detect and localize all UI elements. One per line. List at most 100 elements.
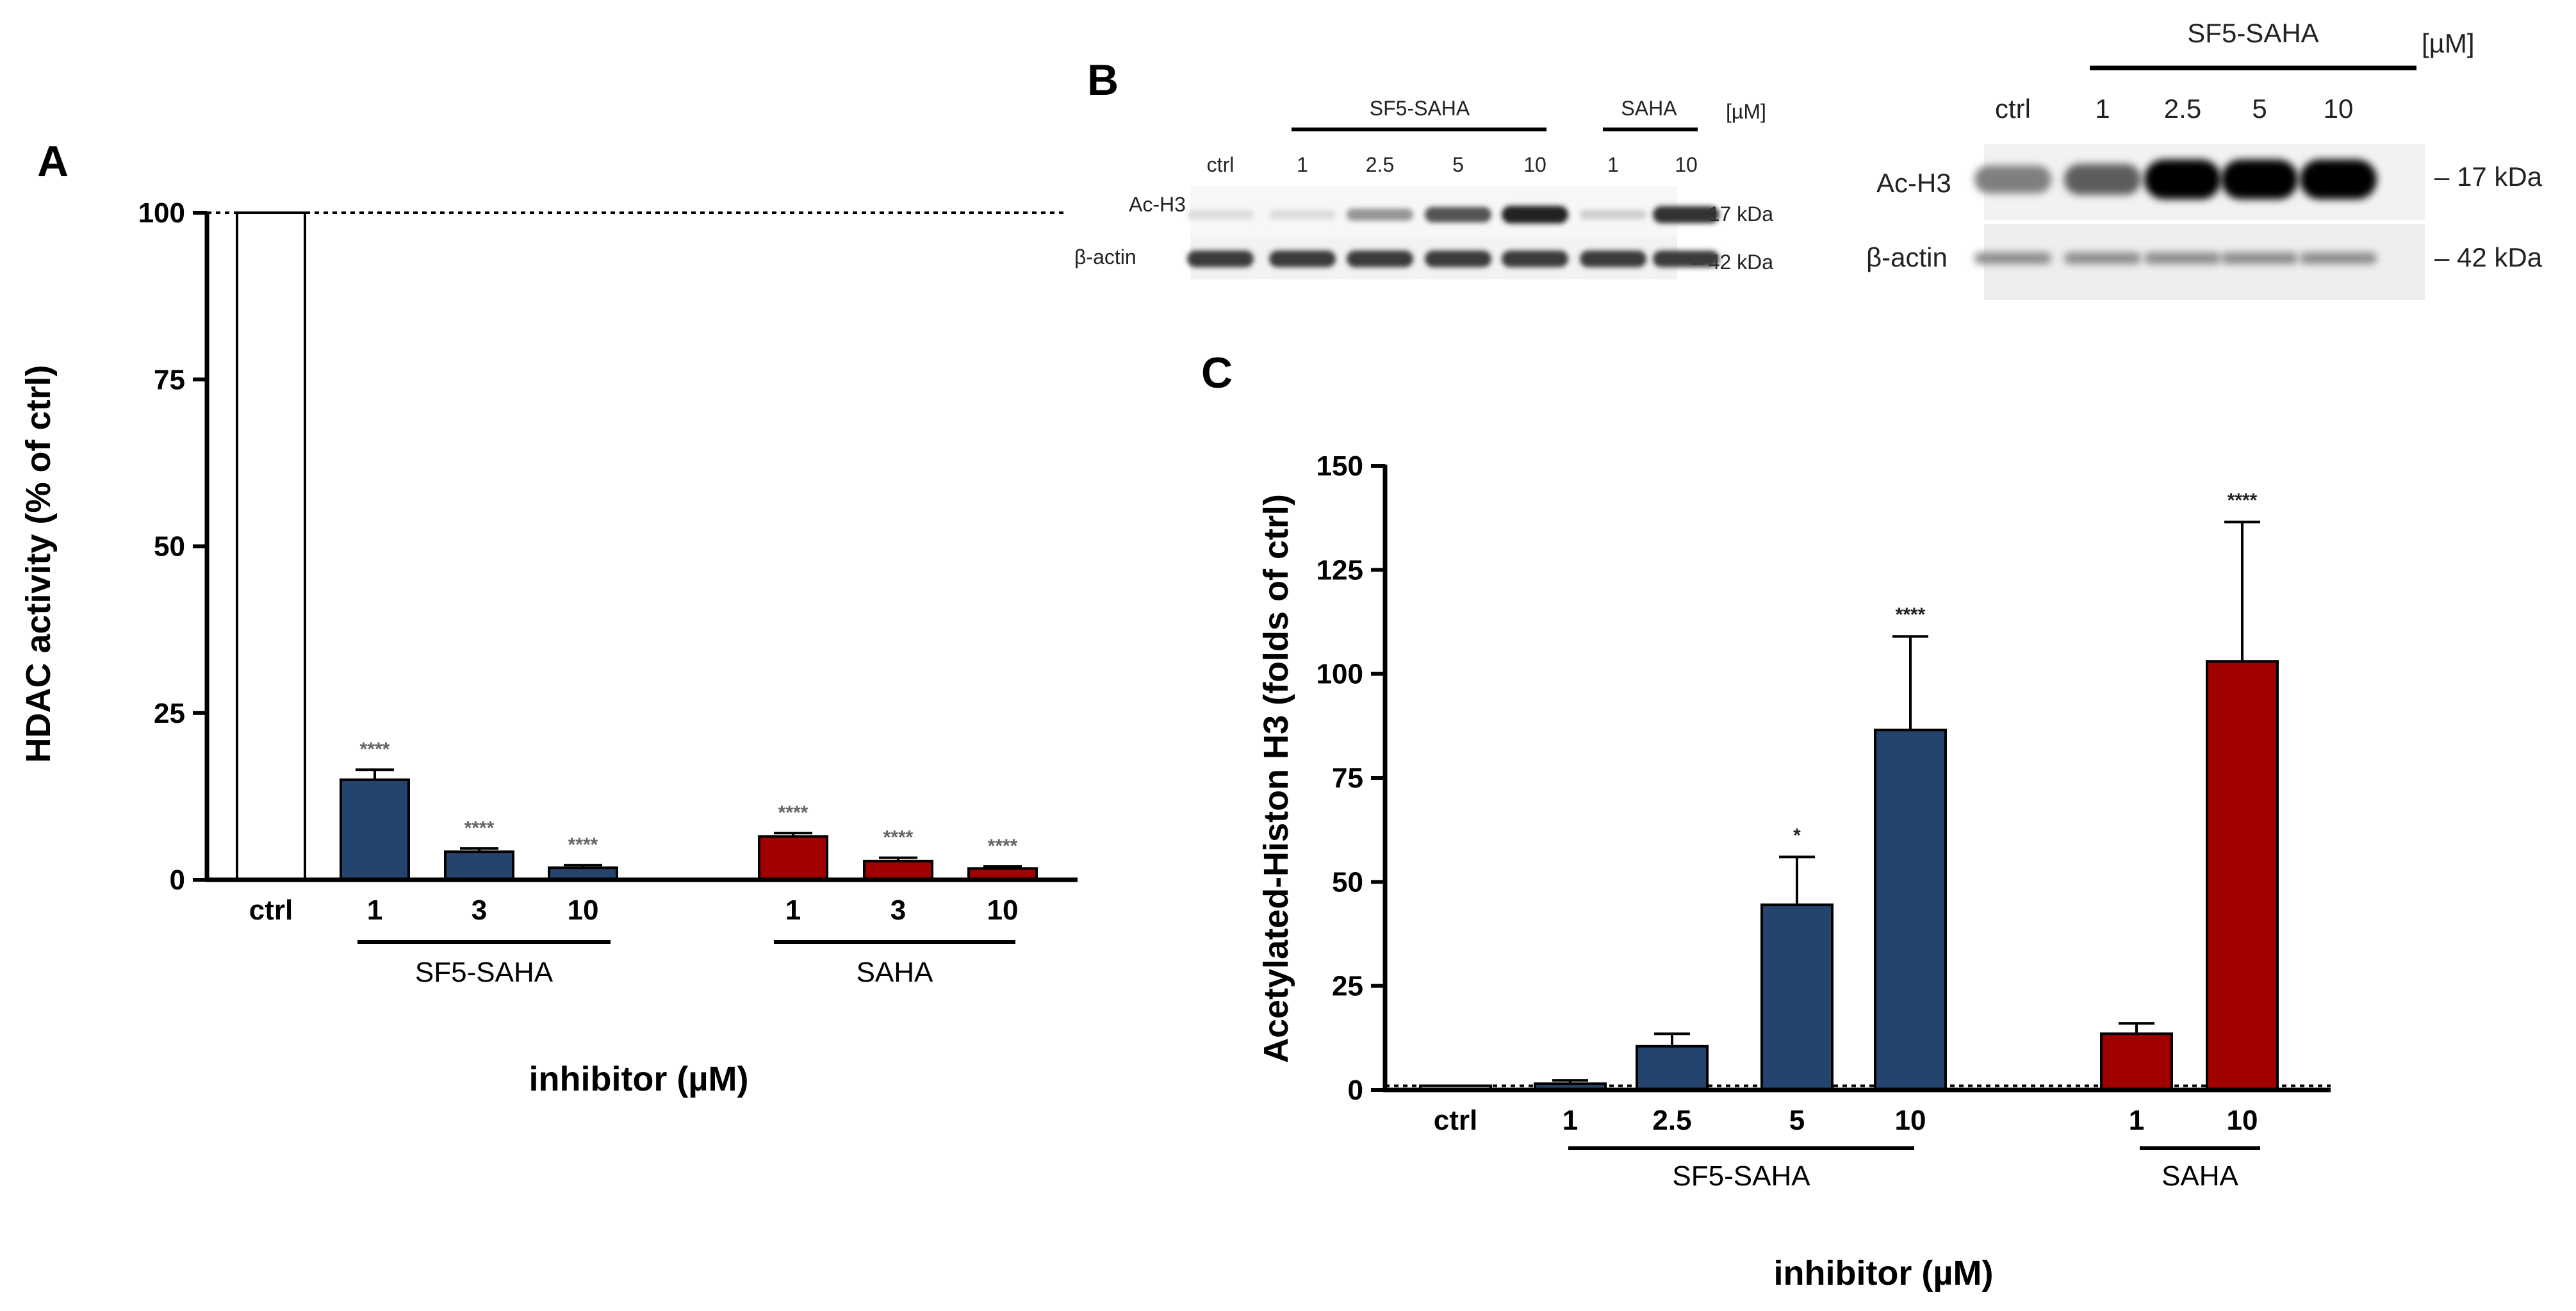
x-tick-label: ctrl <box>249 895 293 926</box>
beta-actin-band <box>1653 251 1719 267</box>
group-label: SF5-SAHA <box>1672 1160 1810 1192</box>
bar <box>1760 903 1834 1091</box>
blot-lane-label: 10 <box>2324 94 2354 124</box>
blot-lane-label: 1 <box>1297 153 1308 176</box>
ac-h3-band <box>2221 160 2298 199</box>
blot-lane-label: 10 <box>1675 153 1698 176</box>
beta-actin-band <box>2221 252 2298 264</box>
beta-actin-band <box>2144 252 2221 264</box>
x-tick-label: 1 <box>2129 1105 2144 1136</box>
chart-a: 0 25 50 75 100 ctrl **** 1 **** 3 **** 10 **** 1 **** 3… <box>138 197 1078 988</box>
significance-label: **** <box>778 802 808 823</box>
ac-h3-band <box>1974 165 2051 194</box>
ac-h3-band <box>1502 206 1568 224</box>
group-label: SAHA <box>857 957 933 988</box>
beta-actin-band <box>1580 251 1646 267</box>
panel-c: C 0 25 50 75 100 125 150 ctrl 1 2.5 * 5 **** 10 1 **** 1… <box>1201 349 2331 1292</box>
bar <box>1636 1044 1709 1091</box>
panel-a-letter: A <box>37 137 69 186</box>
x-tick-label: 3 <box>472 895 487 926</box>
blot-left-row2-label: β-actin <box>1074 245 1136 268</box>
ac-h3-band <box>1187 210 1254 220</box>
x-tick-label: 2.5 <box>1652 1105 1691 1136</box>
blot-lane-label: ctrl <box>1207 153 1235 176</box>
beta-actin-band <box>2300 252 2377 264</box>
chart-a-xlabel: inhibitor (µM) <box>529 1060 748 1098</box>
bar <box>2100 1032 2173 1091</box>
blot-lane-label: 5 <box>2252 94 2267 124</box>
chart-a-ylabel: HDAC activity (% of ctrl) <box>19 365 58 763</box>
blot-right: SF5-SAHA [µM] Ac-H3 β-actin – 17 kDa – 4… <box>1866 18 2543 300</box>
bar <box>1874 729 1947 1091</box>
significance-label: **** <box>1896 604 1926 625</box>
group-label: SF5-SAHA <box>415 957 554 988</box>
blot-right-kda1: – 17 kDa <box>2434 161 2543 192</box>
ac-h3-band <box>1653 206 1719 224</box>
x-tick-label: 10 <box>568 895 599 926</box>
x-tick-label: 10 <box>1895 1105 1926 1136</box>
beta-actin-band <box>1187 251 1254 267</box>
chart-c-ylabel: Acetylated-Histon H3 (folds of ctrl) <box>1257 494 1295 1063</box>
y-tick-label: 100 <box>138 197 185 229</box>
ac-h3-band <box>2144 160 2221 199</box>
blot-lane-label: 10 <box>1523 153 1546 176</box>
panel-c-letter: C <box>1201 349 1233 397</box>
blot-lane-label: 2.5 <box>1366 153 1394 176</box>
ac-h3-band <box>1269 210 1336 220</box>
panel-a: A 0 25 50 75 100 ctrl **** 1 **** 3 **** 10 **** 1 ***… <box>19 137 1078 1098</box>
beta-actin-band <box>1425 251 1491 267</box>
beta-actin-band <box>1502 251 1568 267</box>
significance-label: **** <box>988 836 1018 857</box>
y-tick-label: 25 <box>154 698 185 729</box>
significance-label: **** <box>883 827 914 848</box>
blot-left-row1-label: Ac-H3 <box>1129 193 1186 216</box>
ac-h3-band <box>1425 206 1491 223</box>
ac-h3-band <box>1580 210 1646 220</box>
panel-b-letter: B <box>1087 56 1119 104</box>
beta-actin-band <box>1974 252 2051 264</box>
bar <box>758 835 828 881</box>
beta-actin-band <box>1347 251 1413 267</box>
blot-right-unit: [µM] <box>2422 28 2475 58</box>
y-tick-label: 0 <box>170 864 185 896</box>
x-tick-label: 1 <box>1563 1105 1578 1136</box>
blot-left: SF5-SAHA SAHA [µM] Ac-H3 β-actin – 17 kD… <box>1074 97 1773 279</box>
x-tick-label: 3 <box>890 895 906 926</box>
significance-label: * <box>1793 825 1801 846</box>
x-tick-label: ctrl <box>1434 1105 1477 1136</box>
group-label: SAHA <box>2162 1160 2238 1192</box>
beta-actin-band <box>1269 251 1336 267</box>
bar <box>444 850 514 881</box>
panel-b: B SF5-SAHA SAHA [µM] Ac-H3 β-actin – 17 … <box>1074 18 2543 300</box>
y-tick-label: 0 <box>1348 1075 1363 1106</box>
y-tick-label: 150 <box>1317 450 1363 482</box>
blot-left-unit: [µM] <box>1726 100 1766 123</box>
blot-left-sf5-label: SF5-SAHA <box>1370 97 1470 120</box>
blot-right-sf5-label: SF5-SAHA <box>2187 18 2318 48</box>
y-tick-label: 125 <box>1317 554 1363 586</box>
y-tick-label: 75 <box>154 364 185 395</box>
blot-lane-label: 5 <box>1452 153 1464 176</box>
x-tick-label: 10 <box>2227 1105 2258 1136</box>
x-tick-label: 1 <box>785 895 801 926</box>
significance-label: **** <box>568 834 598 855</box>
blot-lane-label: 1 <box>1607 153 1619 176</box>
y-tick-label: 75 <box>1332 763 1363 794</box>
chart-c: 0 25 50 75 100 125 150 ctrl 1 2.5 * 5 **** 10 1 **** 10 S… <box>1317 450 2331 1192</box>
y-tick-label: 50 <box>1332 866 1363 898</box>
x-tick-label: 5 <box>1789 1105 1805 1136</box>
x-tick-label: 10 <box>987 895 1019 926</box>
bar <box>2206 660 2279 1091</box>
bar <box>340 778 410 881</box>
blot-right-kda2: – 42 kDa <box>2434 242 2543 272</box>
bar <box>236 211 306 881</box>
ac-h3-band <box>2064 163 2141 195</box>
y-tick-label: 100 <box>1317 659 1363 690</box>
blot-left-saha-label: SAHA <box>1621 97 1677 120</box>
x-tick-label: 1 <box>367 895 382 926</box>
blot-lane-label: 1 <box>2095 94 2110 124</box>
chart-c-xlabel: inhibitor (µM) <box>1773 1254 1993 1292</box>
ac-h3-band <box>2300 160 2377 199</box>
y-tick-label: 50 <box>154 531 185 563</box>
ac-h3-band <box>1347 208 1413 221</box>
